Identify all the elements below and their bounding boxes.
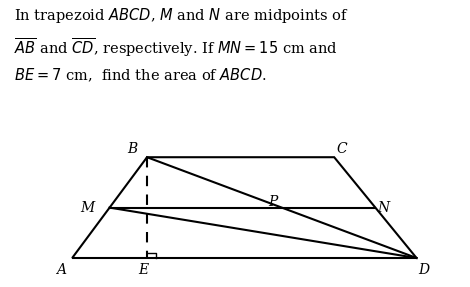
- Text: E: E: [138, 263, 149, 277]
- Text: N: N: [377, 201, 389, 215]
- Text: D: D: [418, 263, 430, 277]
- Text: A: A: [56, 263, 66, 277]
- Text: B: B: [127, 142, 137, 156]
- Text: M: M: [80, 201, 94, 215]
- Text: C: C: [337, 142, 347, 156]
- Text: In trapezoid $ABCD$, $M$ and $N$ are midpoints of
$\overline{AB}$ and $\overline: In trapezoid $ABCD$, $M$ and $N$ are mid…: [14, 6, 349, 84]
- Text: P: P: [268, 195, 277, 209]
